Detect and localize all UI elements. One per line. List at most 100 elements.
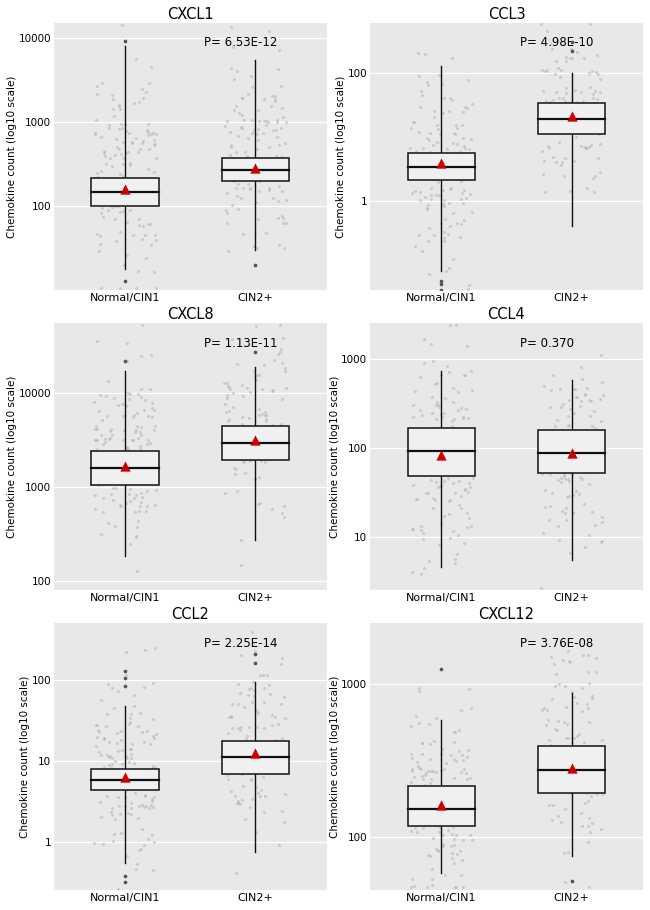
Point bbox=[542, 768, 552, 783]
Point bbox=[126, 796, 136, 811]
Point bbox=[580, 388, 591, 402]
Point bbox=[548, 798, 558, 813]
Point bbox=[564, 731, 574, 745]
Point bbox=[467, 205, 477, 219]
Point bbox=[254, 103, 264, 117]
Point bbox=[96, 428, 107, 442]
Point bbox=[239, 434, 249, 449]
Point bbox=[588, 450, 598, 465]
Point bbox=[120, 353, 131, 368]
Point bbox=[278, 752, 289, 766]
Point bbox=[124, 157, 135, 172]
Point bbox=[101, 389, 111, 403]
Point bbox=[552, 61, 563, 76]
Point bbox=[144, 217, 155, 231]
Point bbox=[278, 109, 288, 124]
Point bbox=[413, 125, 424, 139]
Point bbox=[452, 149, 462, 164]
Point bbox=[586, 753, 596, 767]
Point bbox=[596, 422, 606, 437]
Point bbox=[418, 531, 428, 546]
Point bbox=[258, 695, 268, 710]
Point bbox=[438, 838, 448, 853]
Point bbox=[150, 498, 161, 512]
Point bbox=[263, 183, 274, 197]
Point bbox=[272, 194, 283, 208]
Point bbox=[537, 463, 547, 478]
Point bbox=[412, 167, 423, 181]
Point bbox=[278, 757, 288, 772]
Point bbox=[444, 104, 454, 118]
Point bbox=[460, 483, 470, 498]
Point bbox=[438, 473, 448, 488]
Point bbox=[97, 76, 107, 90]
Point bbox=[276, 651, 287, 665]
Point bbox=[561, 54, 571, 68]
Point bbox=[577, 371, 588, 386]
Point bbox=[463, 281, 474, 296]
Point bbox=[92, 87, 103, 102]
Point bbox=[457, 853, 467, 867]
Point bbox=[268, 763, 279, 778]
Point bbox=[411, 144, 421, 158]
Point bbox=[566, 44, 577, 58]
Point bbox=[545, 466, 555, 480]
Point bbox=[266, 423, 277, 438]
Point bbox=[441, 264, 451, 278]
Point bbox=[588, 170, 598, 185]
Point bbox=[462, 101, 472, 116]
Point bbox=[422, 453, 433, 468]
Point bbox=[586, 789, 597, 804]
Point bbox=[406, 121, 416, 136]
Point bbox=[259, 408, 270, 422]
Point bbox=[408, 410, 418, 424]
Point bbox=[135, 705, 146, 720]
Point bbox=[458, 196, 468, 210]
Point bbox=[417, 769, 427, 784]
Point bbox=[556, 155, 567, 169]
Point bbox=[124, 126, 135, 140]
Point bbox=[456, 155, 467, 169]
Point bbox=[437, 197, 448, 211]
Point bbox=[246, 681, 256, 695]
Point bbox=[436, 662, 447, 677]
Point bbox=[122, 668, 132, 682]
Point bbox=[432, 394, 443, 409]
Point bbox=[538, 122, 549, 136]
Point bbox=[233, 794, 243, 809]
Point bbox=[147, 178, 157, 193]
Point bbox=[120, 799, 131, 814]
Point bbox=[235, 430, 245, 444]
Point bbox=[423, 463, 434, 478]
Point bbox=[460, 481, 470, 496]
Point bbox=[436, 763, 447, 777]
Point bbox=[120, 875, 131, 889]
Point bbox=[237, 793, 247, 807]
Point bbox=[114, 799, 124, 814]
Point bbox=[459, 213, 469, 228]
Point bbox=[575, 399, 586, 413]
Point bbox=[109, 391, 119, 406]
Point bbox=[273, 347, 283, 361]
Point bbox=[433, 399, 443, 413]
Point bbox=[447, 50, 457, 65]
Point bbox=[455, 160, 465, 175]
Point bbox=[436, 216, 446, 230]
Point bbox=[272, 112, 282, 126]
Point bbox=[567, 467, 578, 481]
Point bbox=[135, 495, 146, 510]
Point bbox=[432, 843, 443, 857]
Point bbox=[596, 121, 606, 136]
Point bbox=[575, 453, 585, 468]
Point bbox=[120, 182, 131, 197]
Point bbox=[437, 410, 447, 424]
Point bbox=[410, 239, 421, 254]
Point bbox=[462, 506, 472, 521]
Point bbox=[408, 478, 419, 492]
Point bbox=[239, 180, 249, 195]
Point bbox=[267, 191, 278, 206]
Point bbox=[107, 428, 117, 442]
Point bbox=[248, 123, 259, 137]
Point bbox=[456, 765, 466, 780]
Point bbox=[558, 397, 568, 411]
